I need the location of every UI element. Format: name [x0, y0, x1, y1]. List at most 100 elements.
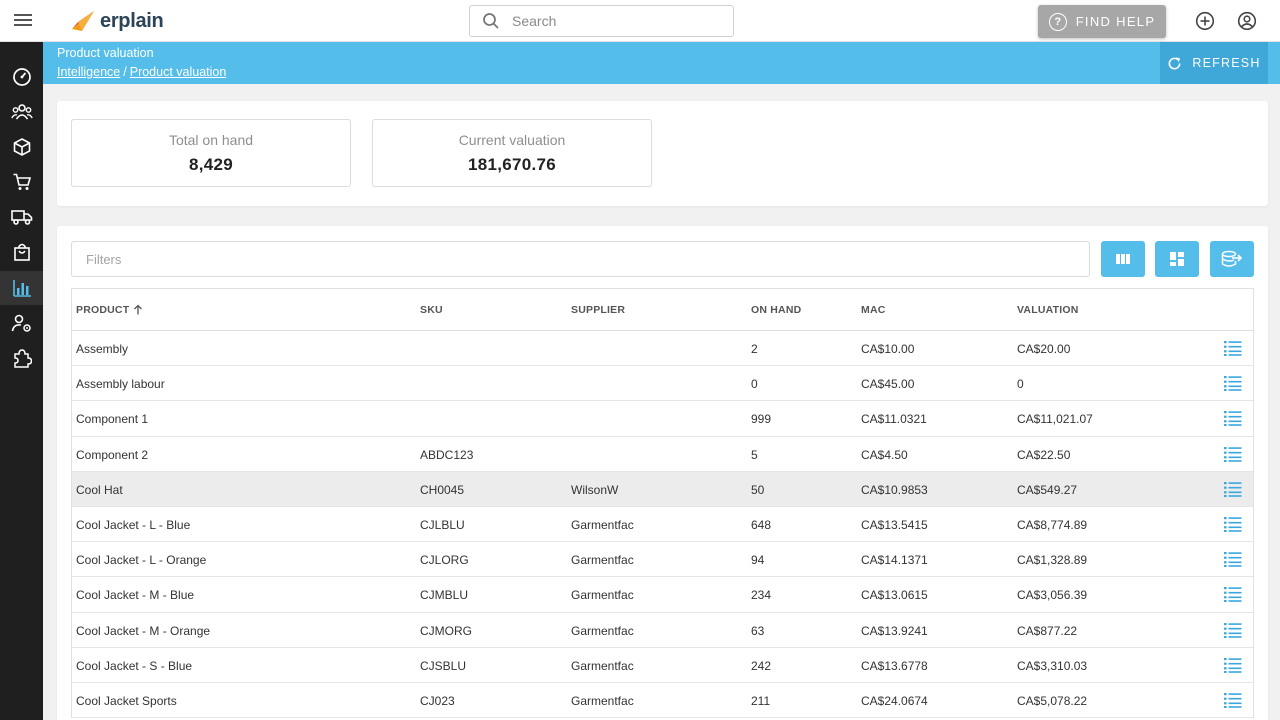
filters-box[interactable]: [71, 241, 1090, 277]
row-details-list-icon[interactable]: [1224, 410, 1242, 427]
layout-button[interactable]: [1155, 241, 1199, 277]
cell-supplier: Garmentfac: [571, 658, 634, 673]
row-details-list-icon[interactable]: [1224, 446, 1242, 462]
row-details-list-icon[interactable]: [1224, 551, 1242, 568]
cell-valuation: 0: [1017, 377, 1024, 392]
row-details-list-icon[interactable]: [1224, 622, 1242, 638]
cell-product: Assembly: [76, 342, 129, 356]
valuation-table: PRODUCT SKU SUPPLIER ON HAND MAC VALUATI…: [71, 288, 1254, 719]
cell-on-hand: 94: [751, 553, 765, 568]
cell-mac: CA$45.00: [861, 377, 915, 392]
cell-sku: ABDC123: [420, 447, 474, 462]
table-row[interactable]: Component 1 999 CA$11.0321 CA$11,021.07: [72, 401, 1253, 437]
top-bar: erplain ? FIND HELP: [0, 0, 1280, 42]
cell-mac: CA$24.0674: [861, 693, 928, 708]
database-export-icon: [1221, 250, 1243, 267]
sidebar-item-contacts[interactable]: [0, 95, 43, 129]
products-icon: [13, 138, 30, 156]
cell-mac: CA$4.50: [861, 447, 908, 462]
row-details-list-icon[interactable]: [1224, 516, 1242, 532]
columns-button[interactable]: [1101, 241, 1145, 277]
cell-mac: CA$13.5415: [861, 517, 928, 532]
row-details-list-icon[interactable]: [1224, 375, 1242, 392]
cell-on-hand: 2: [751, 342, 758, 356]
sidebar-item-integrations[interactable]: [0, 341, 43, 375]
cell-product: Cool Jacket Sports: [76, 693, 177, 708]
delivery-truck-icon: [10, 210, 32, 225]
column-header-valuation[interactable]: VALUATION: [1017, 304, 1079, 316]
stat-label: Total on hand: [168, 132, 254, 148]
row-details-list-icon[interactable]: [1224, 586, 1242, 603]
row-details-list-icon[interactable]: [1224, 340, 1242, 356]
filters-input[interactable]: [72, 242, 1089, 276]
row-details-list-icon[interactable]: [1224, 481, 1242, 497]
user-settings-icon: [11, 314, 31, 332]
cell-mac: CA$10.9853: [861, 482, 928, 497]
sidebar-item-orders[interactable]: [0, 235, 43, 269]
sidebar-item-purchases[interactable]: [0, 200, 43, 234]
search-icon: [483, 13, 499, 29]
find-help-label: FIND HELP: [1075, 14, 1156, 29]
global-search[interactable]: [469, 5, 734, 37]
table-row[interactable]: Cool Hat CH0045 WilsonW 50 CA$10.9853 CA$549.…: [72, 471, 1253, 507]
table-row[interactable]: Cool Jacket - S - Blue CJSBLU Garmentfac 24…: [72, 648, 1253, 683]
sidebar-item-sales[interactable]: [0, 165, 43, 199]
row-details-list-icon[interactable]: [1224, 657, 1242, 673]
table-row[interactable]: Assembly 2 CA$10.00 CA$20.00: [72, 331, 1253, 367]
sidebar-item-intelligence[interactable]: [0, 271, 43, 305]
row-details-list-icon[interactable]: [1224, 692, 1242, 708]
cell-mac: CA$14.1371: [861, 553, 928, 568]
add-circle-icon[interactable]: [1195, 11, 1215, 31]
cell-supplier: WilsonW: [571, 482, 619, 497]
refresh-icon: [1168, 56, 1181, 69]
cell-sku: CJ023: [420, 693, 455, 708]
erplain-logo[interactable]: erplain: [70, 8, 164, 34]
table-row[interactable]: Cool Jacket - M - Orange CJMORG Garmentfac…: [72, 613, 1253, 648]
table-row[interactable]: Cool Jacket - L - Orange CJLORG Garmentfac…: [72, 542, 1253, 578]
column-header-mac[interactable]: MAC: [861, 304, 886, 316]
column-header-supplier[interactable]: SUPPLIER: [571, 304, 626, 316]
sidebar-item-user-settings[interactable]: [0, 306, 43, 340]
table-row[interactable]: Cool Jacket - M - Blue CJMBLU Garmentfac 23…: [72, 577, 1253, 613]
cell-supplier: Garmentfac: [571, 693, 634, 708]
puzzle-piece-icon: [13, 349, 32, 368]
cell-on-hand: 0: [751, 377, 758, 392]
cell-mac: CA$11.0321: [861, 412, 927, 427]
table-row[interactable]: Assembly labour 0 CA$45.00 0: [72, 366, 1253, 402]
stat-value: 181,670.76: [467, 155, 557, 174]
table-row[interactable]: Cool Jacket - L - Blue CJLBLU Garmentfac 64…: [72, 507, 1253, 543]
find-help-button[interactable]: ? FIND HELP: [1038, 5, 1166, 38]
page-title: Product valuation: [57, 46, 154, 60]
column-header-on-hand[interactable]: ON HAND: [751, 304, 802, 316]
cell-sku: CJSBLU: [420, 658, 467, 673]
export-button[interactable]: [1210, 241, 1254, 277]
column-header-product[interactable]: PRODUCT: [76, 304, 143, 316]
cell-supplier: Garmentfac: [571, 623, 634, 638]
cell-product: Component 2: [76, 447, 149, 462]
cell-valuation: CA$22.50: [1017, 447, 1071, 462]
stat-value: 8,429: [188, 155, 234, 174]
breadcrumb-product-valuation[interactable]: Product valuation: [129, 65, 227, 79]
sidebar-item-products[interactable]: [0, 130, 43, 164]
search-input[interactable]: [512, 10, 722, 32]
dashboard-icon: [12, 68, 31, 86]
cell-valuation: CA$3,056.39: [1017, 588, 1088, 603]
account-icon[interactable]: [1237, 11, 1257, 31]
cell-valuation: CA$5,078.22: [1017, 693, 1088, 708]
cell-on-hand: 999: [751, 412, 772, 427]
table-row[interactable]: Component 2 ABDC123 5 CA$4.50 CA$22.50: [72, 437, 1253, 472]
cell-product: Component 1: [76, 412, 149, 427]
cell-mac: CA$13.9241: [861, 623, 928, 638]
cell-supplier: Garmentfac: [571, 517, 634, 532]
cell-valuation: CA$877.22: [1017, 623, 1078, 638]
column-header-sku[interactable]: SKU: [420, 304, 443, 316]
cell-mac: CA$13.0615: [861, 588, 928, 603]
breadcrumb-intelligence[interactable]: Intelligence: [57, 65, 121, 79]
refresh-label: REFRESH: [1192, 56, 1261, 70]
sidebar-nav: [0, 42, 43, 720]
sidebar-item-dashboard[interactable]: [0, 60, 43, 94]
hamburger-menu-icon[interactable]: [14, 11, 34, 31]
refresh-button[interactable]: REFRESH: [1160, 42, 1268, 84]
table-row[interactable]: Cool Jacket Sports CJ023 Garmentfac 211 CA$2…: [72, 683, 1253, 719]
cell-product: Cool Jacket - M - Orange: [76, 623, 211, 638]
